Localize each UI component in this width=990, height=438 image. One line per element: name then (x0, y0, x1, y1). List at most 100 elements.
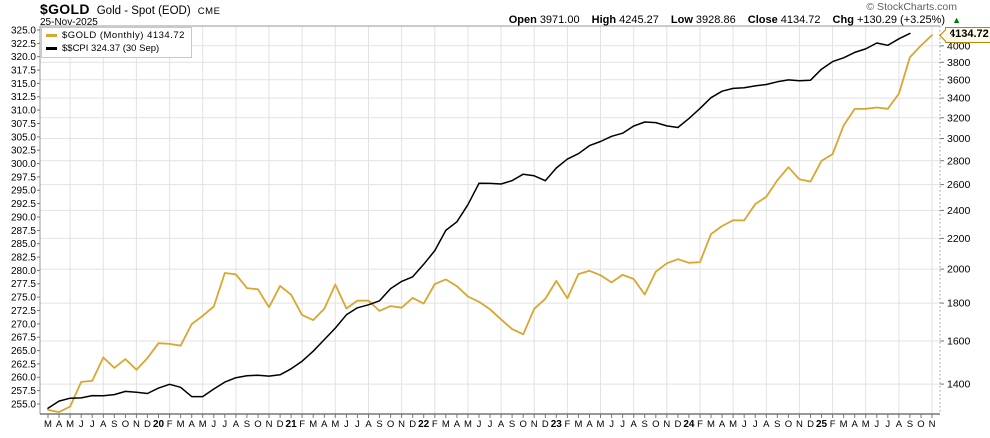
x-axis-label: J (609, 419, 614, 430)
x-axis-label: F (830, 419, 836, 430)
right-axis-label: 2800 (947, 155, 971, 167)
x-axis-label: O (520, 419, 527, 430)
x-axis-label: A (100, 419, 107, 430)
low-value: 3928.86 (695, 14, 736, 26)
x-axis-label: M (597, 419, 605, 430)
gold-monthly-line (47, 34, 933, 414)
left-axis-label: 280.0 (11, 266, 36, 277)
copyright-label: © StockCharts.com (866, 1, 957, 13)
left-axis-label: 305.0 (11, 132, 36, 143)
x-axis-label: M (199, 419, 207, 430)
x-axis-label: J (620, 419, 625, 430)
symbol-label: $GOLD (40, 1, 90, 17)
left-axis-label: 287.5 (11, 226, 36, 237)
x-axis-label: 23 (551, 419, 563, 430)
x-axis-label: A (56, 419, 63, 430)
left-axis-label: 312.5 (11, 92, 36, 103)
x-axis-label: J (874, 419, 879, 430)
x-axis-label: A (719, 419, 726, 430)
right-axis-label: 1800 (947, 298, 971, 310)
right-axis-label: 2000 (947, 264, 971, 276)
left-axis-label: 270.0 (11, 319, 36, 330)
left-axis-label: 325.0 (11, 25, 36, 36)
x-axis-label: O (254, 419, 261, 430)
x-axis-label: N (133, 419, 140, 430)
x-axis-label: M (442, 419, 450, 430)
low-label: Low (670, 14, 693, 26)
high-label: High (591, 14, 617, 26)
left-axis-label: 300.0 (11, 159, 36, 170)
x-axis-label: O (652, 419, 659, 430)
legend-cpi-label: $$CPI 324.37 (30 Sep) (62, 43, 160, 54)
x-axis-label: J (488, 419, 493, 430)
x-axis-label: N (796, 419, 803, 430)
x-axis-label: F (697, 419, 703, 430)
left-axis-label: 272.5 (11, 306, 36, 317)
x-axis-label: 22 (418, 419, 430, 430)
x-axis-label: J (90, 419, 95, 430)
left-axis-label: 307.5 (11, 119, 36, 130)
x-axis-label: 20 (153, 419, 165, 430)
legend-row-gold: $GOLD (Monthly) 4134.72 (46, 29, 185, 42)
left-axis-label: 297.5 (11, 172, 36, 183)
x-axis-label: D (144, 419, 151, 430)
x-axis-label: A (454, 419, 461, 430)
left-axis-label: 255.0 (11, 399, 36, 410)
x-axis-label: A (498, 419, 505, 430)
symbol-description: Gold - Spot (EOD) (96, 5, 191, 17)
x-axis-label: S (376, 419, 382, 430)
chart-legend: $GOLD (Monthly) 4134.72 $$CPI 324.37 (30… (41, 27, 192, 58)
exchange-label: CME (197, 6, 221, 17)
x-axis-label: M (331, 419, 339, 430)
x-axis-label: J (355, 419, 360, 430)
left-axis-label: 277.5 (11, 279, 36, 290)
x-axis-label: J (742, 419, 747, 430)
x-axis-label: F (299, 419, 305, 430)
left-axis-label: 285.0 (11, 239, 36, 250)
right-axis-label: 2600 (947, 179, 971, 191)
chart-title: $GOLD Gold - Spot (EOD) CME (40, 1, 221, 17)
x-axis-label: J (885, 419, 890, 430)
cpi-series-swatch (46, 47, 57, 50)
x-axis-label: M (66, 419, 74, 430)
x-axis-label: F (167, 419, 173, 430)
right-axis-label: 4000 (947, 40, 971, 52)
right-axis-label: 3600 (947, 74, 971, 86)
x-axis-label: J (477, 419, 482, 430)
right-axis-label: 3200 (947, 112, 971, 124)
x-axis-label: D (542, 419, 549, 430)
x-axis-label: D (277, 419, 284, 430)
x-axis-label: 24 (683, 419, 695, 430)
x-axis-label: M (44, 419, 52, 430)
high-value: 4245.27 (619, 14, 659, 26)
x-axis-label: O (785, 419, 792, 430)
left-axis-label: 290.0 (11, 212, 36, 223)
left-axis-label: 282.5 (11, 253, 36, 264)
left-axis-label: 310.0 (11, 106, 36, 117)
right-axis-label: 3000 (947, 133, 971, 145)
left-axis-label: 315.0 (11, 79, 36, 90)
x-axis-label: A (852, 419, 859, 430)
x-axis-label: D (807, 419, 814, 430)
x-axis-label: J (79, 419, 84, 430)
x-axis-label: J (344, 419, 349, 430)
right-axis-label: 3800 (947, 57, 971, 69)
x-axis-label: S (907, 419, 913, 430)
x-axis-label: M (840, 419, 848, 430)
chg-value: +130.29 (+3.25%) (856, 14, 946, 26)
x-axis-label: N (663, 419, 670, 430)
change-up-icon: ▲ (952, 15, 961, 25)
close-value: 4134.72 (780, 14, 821, 26)
x-axis-label: A (321, 419, 328, 430)
left-axis-label: 262.5 (11, 359, 36, 370)
gold-series-swatch (46, 34, 57, 37)
quote-summary: Open 3971.00 High 4245.27 Low 3928.86 Close… (509, 14, 961, 26)
left-axis-label: 295.0 (11, 186, 36, 197)
left-axis-label: 260.0 (11, 373, 36, 384)
last-price-value: 4134.72 (949, 28, 989, 40)
x-axis-label: A (365, 419, 372, 430)
x-axis-label: N (531, 419, 538, 430)
chart-date: 25-Nov-2025 (40, 17, 98, 28)
